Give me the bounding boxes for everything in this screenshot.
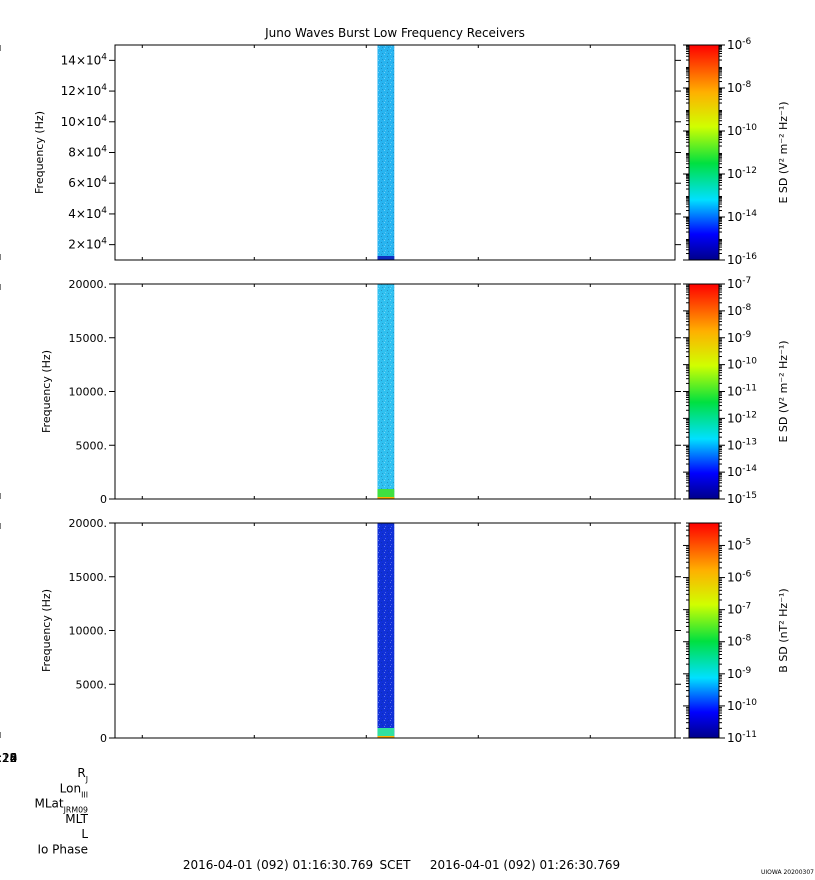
- colorbar-tick-label: 10-14: [727, 209, 757, 224]
- y-tick-label: 10000.: [69, 625, 108, 638]
- time-tick-label: 01:22: [0, 751, 17, 765]
- ephemeris-row-label: RJ: [77, 766, 88, 784]
- time-tick-label: 01:20: [0, 751, 17, 765]
- colorbar-tick-label: 10-12: [727, 410, 757, 425]
- y-tick-label: 5000.: [76, 678, 108, 691]
- colorbar-label: E SD (V² m⁻² Hz⁻¹): [777, 340, 790, 442]
- y-tick-label: 10×104: [61, 114, 108, 129]
- colorbar-tick-label: 10-9: [727, 666, 752, 681]
- y-tick-label: 6×104: [68, 175, 107, 190]
- y-tick-label: 20000.: [69, 517, 108, 530]
- colorbar-tick-label: 10-6: [727, 37, 752, 52]
- colorbar: [688, 522, 720, 739]
- time-range-end: 2016-04-01 (092) 01:26:30.769: [430, 858, 620, 872]
- y-tick-label: 20000.: [69, 278, 108, 291]
- ephemeris-row-label: MLatJRM09: [35, 797, 89, 815]
- colorbar: [688, 283, 720, 500]
- colorbar: [688, 44, 720, 261]
- y-tick-label: 0: [100, 732, 107, 745]
- burst-texture: [377, 45, 395, 260]
- chart-title: Juno Waves Burst Low Frequency Receivers: [264, 26, 525, 40]
- colorbar-tick-label: 10-15: [727, 491, 757, 506]
- colorbar-tick-label: 10-10: [727, 123, 757, 138]
- ephemeris-row-label: MLT: [65, 812, 88, 826]
- burst-low-frequency-band: [377, 728, 395, 738]
- colorbar-tick-label: 10-7: [727, 602, 751, 617]
- y-axis-label: Frequency (Hz): [40, 350, 53, 433]
- y-tick-label: 10000.: [69, 386, 108, 399]
- plot-area: [115, 523, 675, 738]
- ephemeris-row-label: Io Phase: [37, 843, 88, 857]
- burst-low-frequency-band: [377, 489, 395, 499]
- y-tick-label: 2×104: [68, 237, 107, 252]
- colorbar-tick-label: 10-10: [727, 357, 757, 372]
- colorbar-label: E SD (V² m⁻² Hz⁻¹): [777, 101, 790, 203]
- y-tick-label: 5000.: [76, 439, 108, 452]
- y-tick-label: 8×104: [68, 145, 107, 160]
- panel-top: 2×104 4×104 6×104 8×104 10×104 12×104 14×104 Fr…: [0, 37, 790, 267]
- colorbar-tick-label: 10-5: [727, 537, 751, 552]
- colorbar-tick-label: 10-11: [727, 730, 757, 745]
- panel-bottom: 0 5000. 10000. 15000. 20000. Frequency (Hz) 10…: [0, 517, 790, 745]
- colorbar-tick-label: 10-16: [727, 252, 757, 267]
- time-tick-label: 01:26: [0, 751, 17, 765]
- colorbar-tick-label: 10-6: [727, 570, 752, 585]
- colorbar-tick-label: 10-12: [727, 166, 757, 181]
- time-range-start: 2016-04-01 (092) 01:16:30.769: [183, 858, 373, 872]
- colorbar-tick-label: 10-14: [727, 464, 757, 479]
- colorbar-tick-label: 10-9: [727, 330, 752, 345]
- colorbar-tick-label: 10-7: [727, 276, 751, 291]
- y-tick-label: 14×104: [61, 52, 108, 67]
- y-tick-label: 15000.: [69, 571, 108, 584]
- colorbar-label: B SD (nT² Hz⁻¹): [777, 588, 790, 672]
- plot-area: [115, 284, 675, 499]
- burst-texture: [377, 523, 395, 738]
- y-axis-label: Frequency (Hz): [40, 589, 53, 672]
- time-axis: 01:1801:2001:2201:2401:26: [0, 751, 17, 765]
- credit-label: UIOWA 20200307: [761, 869, 814, 876]
- time-tick-label: 01:18: [0, 751, 17, 765]
- y-tick-label: 0: [100, 493, 107, 506]
- y-tick-label: 12×104: [61, 83, 108, 98]
- burst-low-frequency-band: [377, 256, 395, 260]
- ephemeris-table: RJ756.47756.46756.45756.44756.43LonIII25…: [35, 766, 89, 857]
- panel-middle: 0 5000. 10000. 15000. 20000. Frequency (Hz) 10…: [0, 276, 790, 506]
- scet-label: SCET: [380, 858, 412, 872]
- y-tick-label: 15000.: [69, 332, 108, 345]
- ephemeris-row-label: L: [81, 827, 88, 841]
- colorbar-tick-label: 10-8: [727, 303, 752, 318]
- colorbar-tick-label: 10-11: [727, 384, 757, 399]
- y-tick-label: 4×104: [68, 206, 107, 221]
- burst-texture: [377, 284, 395, 499]
- burst-lowest-band: [377, 736, 395, 738]
- colorbar-tick-label: 10-10: [727, 698, 757, 713]
- y-axis-label: Frequency (Hz): [33, 111, 46, 194]
- time-tick-label: 01:24: [0, 751, 17, 765]
- ephemeris-row-label: LonIII: [60, 781, 88, 799]
- burst-lowest-band: [377, 497, 395, 499]
- colorbar-tick-label: 10-8: [727, 80, 752, 95]
- colorbar-tick-label: 10-8: [727, 634, 752, 649]
- colorbar-tick-label: 10-13: [727, 437, 757, 452]
- plot-area: [115, 45, 675, 260]
